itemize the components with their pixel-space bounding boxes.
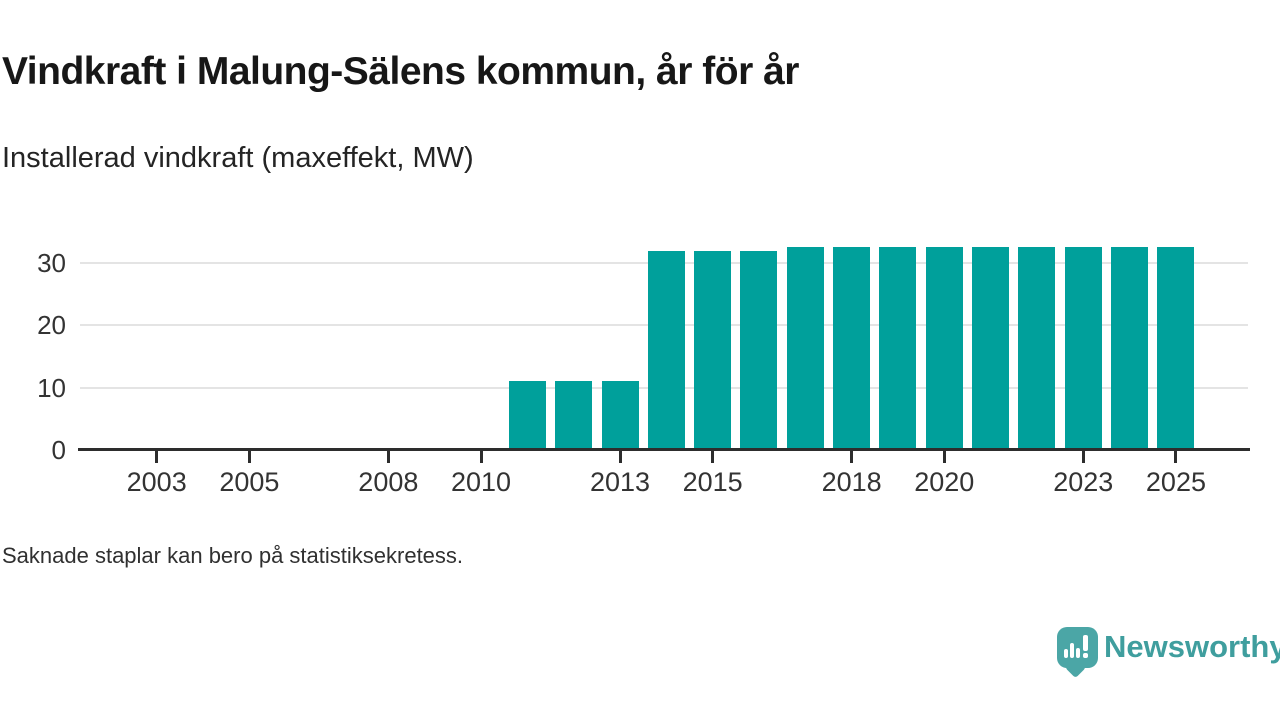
logo-bar-icon bbox=[1076, 648, 1080, 658]
bar-2019 bbox=[879, 247, 917, 450]
x-tick-label-2020: 2020 bbox=[914, 467, 975, 497]
bar-2014 bbox=[647, 250, 685, 450]
y-tick-label-30: 30 bbox=[37, 248, 66, 278]
bar-2023 bbox=[1064, 247, 1102, 450]
x-axis-line bbox=[78, 448, 1250, 451]
x-tick-label-2013: 2013 bbox=[589, 467, 651, 497]
bar-2025 bbox=[1157, 247, 1195, 450]
x-tick-2020 bbox=[942, 451, 946, 463]
x-tick-label-2025: 2025 bbox=[1145, 467, 1206, 497]
bar-2015 bbox=[694, 250, 732, 450]
x-tick-label-2015: 2015 bbox=[682, 467, 743, 497]
x-tick-2025 bbox=[1174, 451, 1178, 463]
y-tick-label-0: 0 bbox=[51, 435, 66, 465]
logo-exclamation-dot-icon bbox=[1083, 653, 1088, 658]
x-tick-2010 bbox=[479, 451, 483, 463]
chart-title: Vindkraft i Malung-Sälens kommun, år för… bbox=[2, 50, 799, 93]
x-tick-label-2018: 2018 bbox=[821, 467, 882, 497]
bar-2012 bbox=[555, 381, 593, 450]
x-tick-label-2003: 2003 bbox=[126, 467, 187, 497]
newsworthy-logo-icon bbox=[1057, 627, 1098, 679]
bar-2018 bbox=[833, 247, 871, 450]
bar-2011 bbox=[508, 381, 546, 450]
bar-2013 bbox=[601, 381, 639, 450]
x-tick-2018 bbox=[850, 451, 854, 463]
logo-bar-icon bbox=[1070, 643, 1074, 658]
x-tick-2023 bbox=[1081, 451, 1085, 463]
bar-2022 bbox=[1018, 247, 1056, 450]
logo-bar-icon bbox=[1064, 649, 1068, 658]
newsworthy-wordmark: Newsworthy bbox=[1104, 629, 1280, 664]
bar-2016 bbox=[740, 250, 778, 450]
logo-exclamation-icon bbox=[1083, 635, 1088, 651]
chart-subtitle: Installerad vindkraft (maxeffekt, MW) bbox=[2, 142, 474, 174]
x-tick-2005 bbox=[247, 451, 251, 463]
y-tick-label-10: 10 bbox=[37, 372, 66, 403]
bar-2020 bbox=[925, 247, 963, 450]
x-tick-2015 bbox=[711, 451, 715, 463]
x-tick-2003 bbox=[155, 451, 159, 463]
y-tick-label-20: 20 bbox=[37, 310, 66, 341]
bar-2021 bbox=[972, 247, 1010, 450]
x-tick-label-2023: 2023 bbox=[1053, 467, 1114, 497]
x-tick-2008 bbox=[386, 451, 390, 463]
x-tick-2013 bbox=[618, 451, 622, 463]
x-tick-label-2005: 2005 bbox=[219, 467, 280, 497]
x-tick-label-2008: 2008 bbox=[358, 467, 419, 497]
bar-2017 bbox=[786, 247, 824, 450]
speech-bubble-tail bbox=[1064, 656, 1087, 679]
bar-2024 bbox=[1111, 247, 1149, 450]
chart-footnote: Saknade staplar kan bero på statistiksek… bbox=[2, 543, 464, 568]
x-tick-label-2010: 2010 bbox=[450, 467, 512, 497]
